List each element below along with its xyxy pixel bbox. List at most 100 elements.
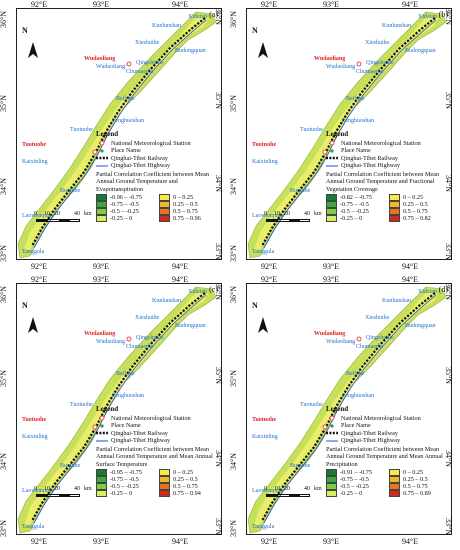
place-label: Tuotuohe xyxy=(70,127,93,133)
panel-label: (d) xyxy=(438,285,448,294)
place-label: Wudaoliang xyxy=(96,64,126,70)
place-label: Kaixinling xyxy=(252,434,278,440)
legend-classes: -0.95 – -0.75 0 – 0.25 -0.75 – -0.5 0.25… xyxy=(96,469,220,497)
class-label: -0.75 – -0.5 xyxy=(110,200,139,208)
lon-tick-label: 93°E xyxy=(93,262,110,271)
place-label: Buqiuhe xyxy=(290,463,311,469)
lat-tick-label: 34°N xyxy=(229,178,238,195)
legend-railway: Qinghai-Tibet Railway xyxy=(326,430,450,438)
lon-tick-label: 93°E xyxy=(93,0,110,9)
railway-line xyxy=(261,17,436,247)
station-marker xyxy=(92,424,98,430)
lon-tick-label: 92°E xyxy=(31,0,48,9)
class-label: -0.75 – -0.5 xyxy=(110,475,139,483)
place-label: Laowenquan xyxy=(22,488,53,494)
legend-place-label: Place Name xyxy=(111,147,141,155)
place-label: Fenghuoshan xyxy=(112,393,144,399)
class-label: -0.75 – -0.5 xyxy=(340,200,369,208)
legend-place: Place Name xyxy=(326,147,450,155)
lon-tick-label: 94°E xyxy=(172,262,189,271)
place-label: Wudaoliang xyxy=(326,339,356,345)
map-panel-c: 92°E 93°E 94°E 92°E 93°E 94°E 36°N 35°N … xyxy=(0,275,230,550)
lat-tick-label: 35°N xyxy=(0,95,8,112)
scale-label: 10 xyxy=(274,211,280,217)
legend-variable-description: Partial Correlation Coefficient between … xyxy=(326,445,443,468)
legend-railway: Qinghai-Tibet Railway xyxy=(96,430,220,438)
lat-tick-label: 34°N xyxy=(0,453,8,470)
class-label: -0.75 – -0.5 xyxy=(340,475,369,483)
place-label: Beiluhe xyxy=(116,371,135,377)
place-label: Beiluhe xyxy=(116,96,135,102)
lon-tick-label: 94°E xyxy=(172,275,189,284)
legend-highway-label: Qinghai-Tibet Highway xyxy=(341,437,401,445)
place-label: Buqiuhe xyxy=(290,188,311,194)
legend-title: Legend xyxy=(96,130,119,138)
legend-variable-description: Partial Correlation Coefficient between … xyxy=(326,170,439,193)
legend-classes: -0.91 – -0.75 0 – 0.25 -0.75 – -0.5 0.25… xyxy=(326,469,450,497)
panel-label: (a) xyxy=(209,10,218,19)
place-label-red: Tuotuohe xyxy=(252,417,277,423)
scale-label: 0 xyxy=(34,211,37,217)
place-label: Laowenquan xyxy=(252,488,283,494)
legend-station-label: National Meteorological Station xyxy=(341,414,421,422)
north-arrow-icon xyxy=(28,317,38,333)
place-label: Xidatan xyxy=(418,289,437,295)
lon-tick-label: 92°E xyxy=(31,275,48,284)
place-label: Kunlunshan xyxy=(152,298,181,304)
map-corridor xyxy=(17,286,217,534)
legend-station: National Meteorological Station xyxy=(326,139,450,147)
class-label: -0.25 – 0 xyxy=(110,489,133,497)
class-label: -0.91 – -0.75 xyxy=(340,468,372,476)
place-label: Qingshuihe xyxy=(366,335,394,341)
legend-highway: Qinghai-Tibet Highway xyxy=(326,162,450,170)
legend-variable-description: Partial Correlation Coefficient between … xyxy=(96,170,209,193)
legend-title: Legend xyxy=(96,405,119,413)
lon-tick-label: 93°E xyxy=(323,275,340,284)
scale-unit: km xyxy=(314,211,322,217)
legend-railway-label: Qinghai-Tibet Railway xyxy=(111,154,169,162)
class-label: 0 – 0.25 xyxy=(173,468,194,476)
lat-tick-label: 35°N xyxy=(444,92,453,109)
place-label: Xieshuihe xyxy=(135,315,160,321)
place-label: Tanggula xyxy=(22,249,45,255)
legend-railway: Qinghai-Tibet Railway xyxy=(326,155,450,163)
place-label: Xidatan xyxy=(188,289,207,295)
lat-tick-label: 33°N xyxy=(214,243,223,260)
lat-tick-label: 34°N xyxy=(229,453,238,470)
map-corridor xyxy=(247,11,447,259)
place-label: Tanggula xyxy=(22,524,45,530)
class-label: 0.25 – 0.5 xyxy=(403,475,428,483)
map-legend: Legend National Meteorological Station P… xyxy=(326,405,450,497)
place-label: Xieshuihe xyxy=(365,315,390,321)
place-label: Buqiuhe xyxy=(60,188,81,194)
lon-tick-label: 94°E xyxy=(172,0,189,9)
place-label: Tuotuohe xyxy=(300,127,323,133)
lon-tick-label: 92°E xyxy=(31,537,48,546)
legend-variable-description: Partial Correlation Coefficient between … xyxy=(96,445,213,468)
lat-tick-label: 33°N xyxy=(214,518,223,535)
class-label: 0.75 – 0.96 xyxy=(173,214,201,222)
place-label: Chumaerhe xyxy=(356,344,384,350)
scale-unit: km xyxy=(84,211,92,217)
legend-station-label: National Meteorological Station xyxy=(111,139,191,147)
class-label: 0.75 – 0.89 xyxy=(403,489,431,497)
station-marker xyxy=(356,336,362,342)
class-label: -0.82 – -0.75 xyxy=(340,193,372,201)
scale-label: 40 xyxy=(74,486,80,492)
highway-line xyxy=(33,19,207,249)
place-label-red: Wudaoliang xyxy=(84,56,116,62)
lon-tick-label: 94°E xyxy=(172,537,189,546)
class-label: 0 – 0.25 xyxy=(403,468,424,476)
legend-station: National Meteorological Station xyxy=(326,414,450,422)
place-label: Beiluhe xyxy=(346,96,365,102)
station-marker xyxy=(356,61,362,67)
legend-station: National Meteorological Station xyxy=(96,139,220,147)
lon-tick-label: 92°E xyxy=(261,537,278,546)
lat-tick-label: 34°N xyxy=(0,178,8,195)
legend-place-label: Place Name xyxy=(341,422,371,430)
place-label: Kaixinling xyxy=(22,159,48,165)
station-marker xyxy=(322,149,328,155)
lon-tick-label: 92°E xyxy=(261,0,278,9)
station-marker xyxy=(126,336,132,342)
map-panel-a: 92°E 93°E 94°E 92°E 93°E 94°E 36°N 35°N … xyxy=(0,0,230,275)
